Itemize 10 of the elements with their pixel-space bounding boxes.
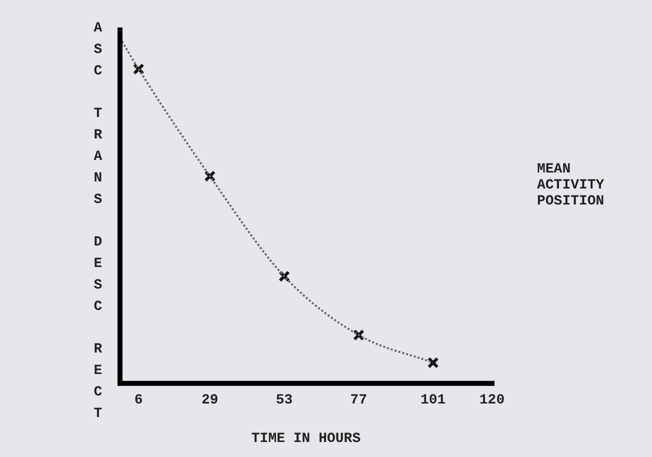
x-tick-label: 6	[134, 392, 143, 408]
x-axis-title: TIME IN HOURS	[251, 431, 361, 448]
x-tick-label: 53	[276, 392, 293, 408]
x-tick-label: 101	[420, 392, 446, 408]
text: ASC TRANS DESC RECT	[94, 20, 102, 422]
x-tick-label: 29	[201, 392, 218, 408]
x-tick-label: 77	[350, 392, 368, 408]
point	[427, 356, 439, 368]
x-tick-label: 120	[479, 392, 505, 408]
text: MEAN ACTIVITY POSITION	[537, 162, 605, 210]
